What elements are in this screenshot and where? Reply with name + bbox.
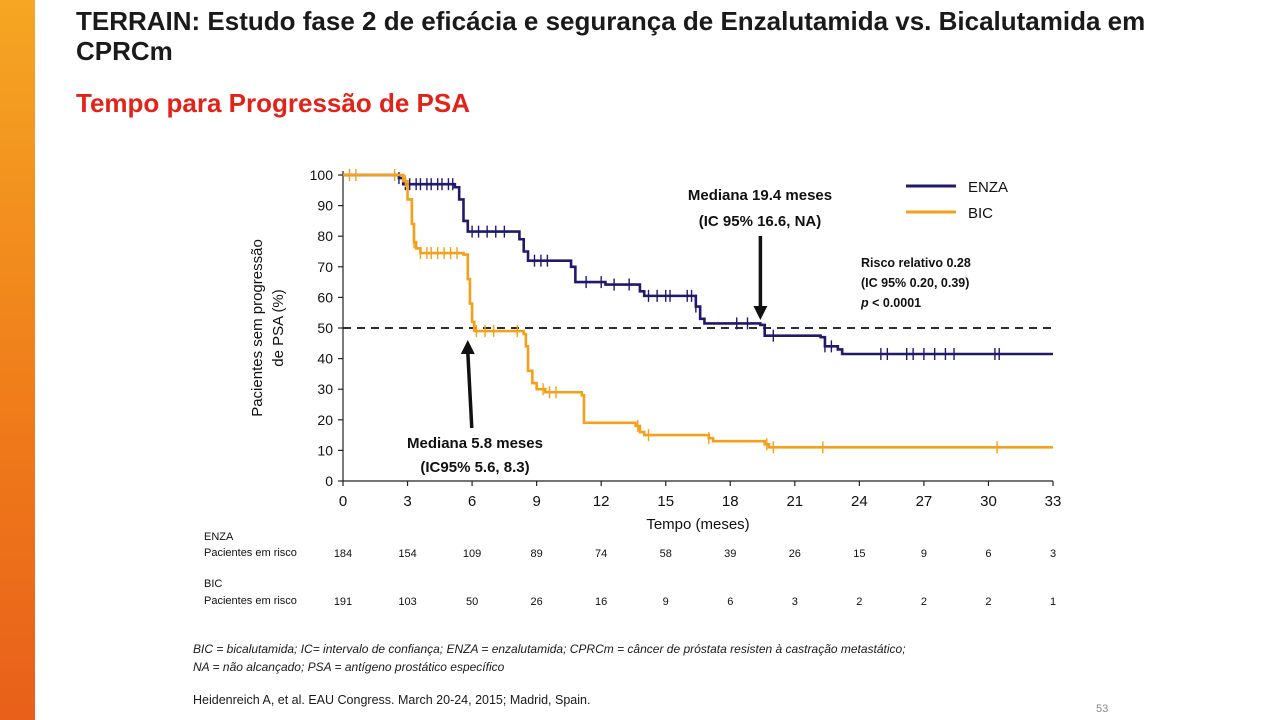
risk-table-bic-value: 3 bbox=[792, 596, 798, 608]
x-tick-label: 12 bbox=[593, 493, 610, 510]
x-tick-label: 0 bbox=[339, 493, 347, 510]
risk-table-bic-value: 2 bbox=[921, 596, 927, 608]
risk-table-enza-value: 26 bbox=[789, 548, 801, 560]
y-axis-label-line-2: de PSA (%) bbox=[270, 289, 287, 367]
y-tick-label: 60 bbox=[317, 289, 333, 305]
x-tick-label: 9 bbox=[532, 493, 540, 510]
bic-median-arrow-shaft bbox=[466, 351, 474, 429]
legend-enza-label: ENZA bbox=[968, 179, 1008, 196]
risk-table-enza-value: 154 bbox=[398, 548, 416, 560]
y-axis-label-line-1: Pacientes sem progressão bbox=[249, 239, 266, 417]
x-tick-label: 21 bbox=[786, 493, 803, 510]
x-axis-label: Tempo (meses) bbox=[646, 516, 749, 533]
risk-table-bic-value: 26 bbox=[531, 596, 543, 608]
y-tick-label: 100 bbox=[310, 167, 334, 183]
y-tick-label: 40 bbox=[317, 351, 333, 367]
risk-table-bic-value: 6 bbox=[727, 596, 733, 608]
risk-table-enza-group: ENZA bbox=[204, 531, 234, 543]
risk-table-bic-value: 50 bbox=[466, 596, 478, 608]
hazard-ratio-line-1: Risco relativo 0.28 bbox=[861, 256, 971, 270]
side-accent-bar bbox=[0, 0, 35, 720]
risk-table-bic-value: 9 bbox=[663, 596, 669, 608]
x-tick-label: 30 bbox=[980, 493, 997, 510]
enza-median-label-line-2: (IC 95% 16.6, NA) bbox=[699, 213, 822, 230]
reference: Heidenreich A, et al. EAU Congress. Marc… bbox=[193, 693, 591, 707]
risk-table-bic-group: BIC bbox=[204, 578, 222, 590]
x-tick-label: 24 bbox=[851, 493, 868, 510]
y-tick-label: 50 bbox=[317, 320, 333, 336]
risk-table-enza-value: 39 bbox=[724, 548, 736, 560]
footnote: BIC = bicalutamida; IC= intervalo de con… bbox=[193, 640, 1093, 676]
x-tick-label: 15 bbox=[657, 493, 674, 510]
legend-bic-label: BIC bbox=[968, 205, 993, 222]
bic-survival-curve bbox=[343, 173, 1053, 449]
x-tick-label: 3 bbox=[403, 493, 411, 510]
risk-table-enza-value: 9 bbox=[921, 548, 927, 560]
footnote-line-2: NA = não alcançado; PSA = antígeno prost… bbox=[193, 660, 505, 674]
risk-table-bic-value: 16 bbox=[595, 596, 607, 608]
x-tick-label: 33 bbox=[1045, 493, 1062, 510]
footnote-line-1: BIC = bicalutamida; IC= intervalo de con… bbox=[193, 642, 906, 656]
y-tick-label: 90 bbox=[317, 198, 333, 214]
risk-table-bic-value: 1 bbox=[1050, 596, 1056, 608]
slide-title: TERRAIN: Estudo fase 2 de eficácia e seg… bbox=[76, 6, 1146, 66]
y-tick-label: 0 bbox=[325, 473, 333, 489]
enza-median-arrow-head bbox=[753, 306, 768, 320]
slide-subtitle: Tempo para Progressão de PSA bbox=[76, 88, 470, 118]
hazard-ratio-line-2: (IC 95% 0.20, 0.39) bbox=[861, 276, 969, 290]
risk-table-enza-value: 109 bbox=[463, 548, 481, 560]
risk-table-bic-label: Pacientes em risco bbox=[204, 595, 297, 607]
risk-table-enza-value: 74 bbox=[595, 548, 607, 560]
risk-table-enza-value: 184 bbox=[334, 548, 352, 560]
bic-median-label-line-1: Mediana 5.8 meses bbox=[407, 435, 543, 452]
y-tick-label: 20 bbox=[317, 412, 333, 428]
risk-table-bic-value: 2 bbox=[985, 596, 991, 608]
x-tick-label: 6 bbox=[468, 493, 476, 510]
risk-table-enza-value: 3 bbox=[1050, 548, 1056, 560]
enza-median-label-line-1: Mediana 19.4 meses bbox=[688, 187, 832, 204]
hazard-ratio-p-value: p < 0.0001 bbox=[860, 296, 921, 310]
risk-table-enza-value: 89 bbox=[531, 548, 543, 560]
y-tick-label: 70 bbox=[317, 259, 333, 275]
risk-table-enza-label: Pacientes em risco bbox=[204, 547, 297, 559]
risk-table-enza-value: 58 bbox=[660, 548, 672, 560]
x-tick-label: 18 bbox=[722, 493, 739, 510]
bic-median-label-line-2: (IC95% 5.6, 8.3) bbox=[420, 459, 529, 476]
risk-table-bic-value: 191 bbox=[334, 596, 352, 608]
page-number: 53 bbox=[1096, 703, 1109, 715]
risk-table-bic-value: 2 bbox=[856, 596, 862, 608]
bic-median-arrow-head bbox=[460, 340, 475, 354]
y-tick-label: 80 bbox=[317, 228, 333, 244]
x-tick-label: 27 bbox=[916, 493, 933, 510]
risk-table-enza-value: 6 bbox=[985, 548, 991, 560]
risk-table-bic-value: 103 bbox=[398, 596, 416, 608]
risk-table-enza-value: 15 bbox=[853, 548, 865, 560]
enza-survival-curve bbox=[343, 173, 1053, 356]
y-tick-label: 30 bbox=[317, 381, 333, 397]
y-tick-label: 10 bbox=[317, 442, 333, 458]
